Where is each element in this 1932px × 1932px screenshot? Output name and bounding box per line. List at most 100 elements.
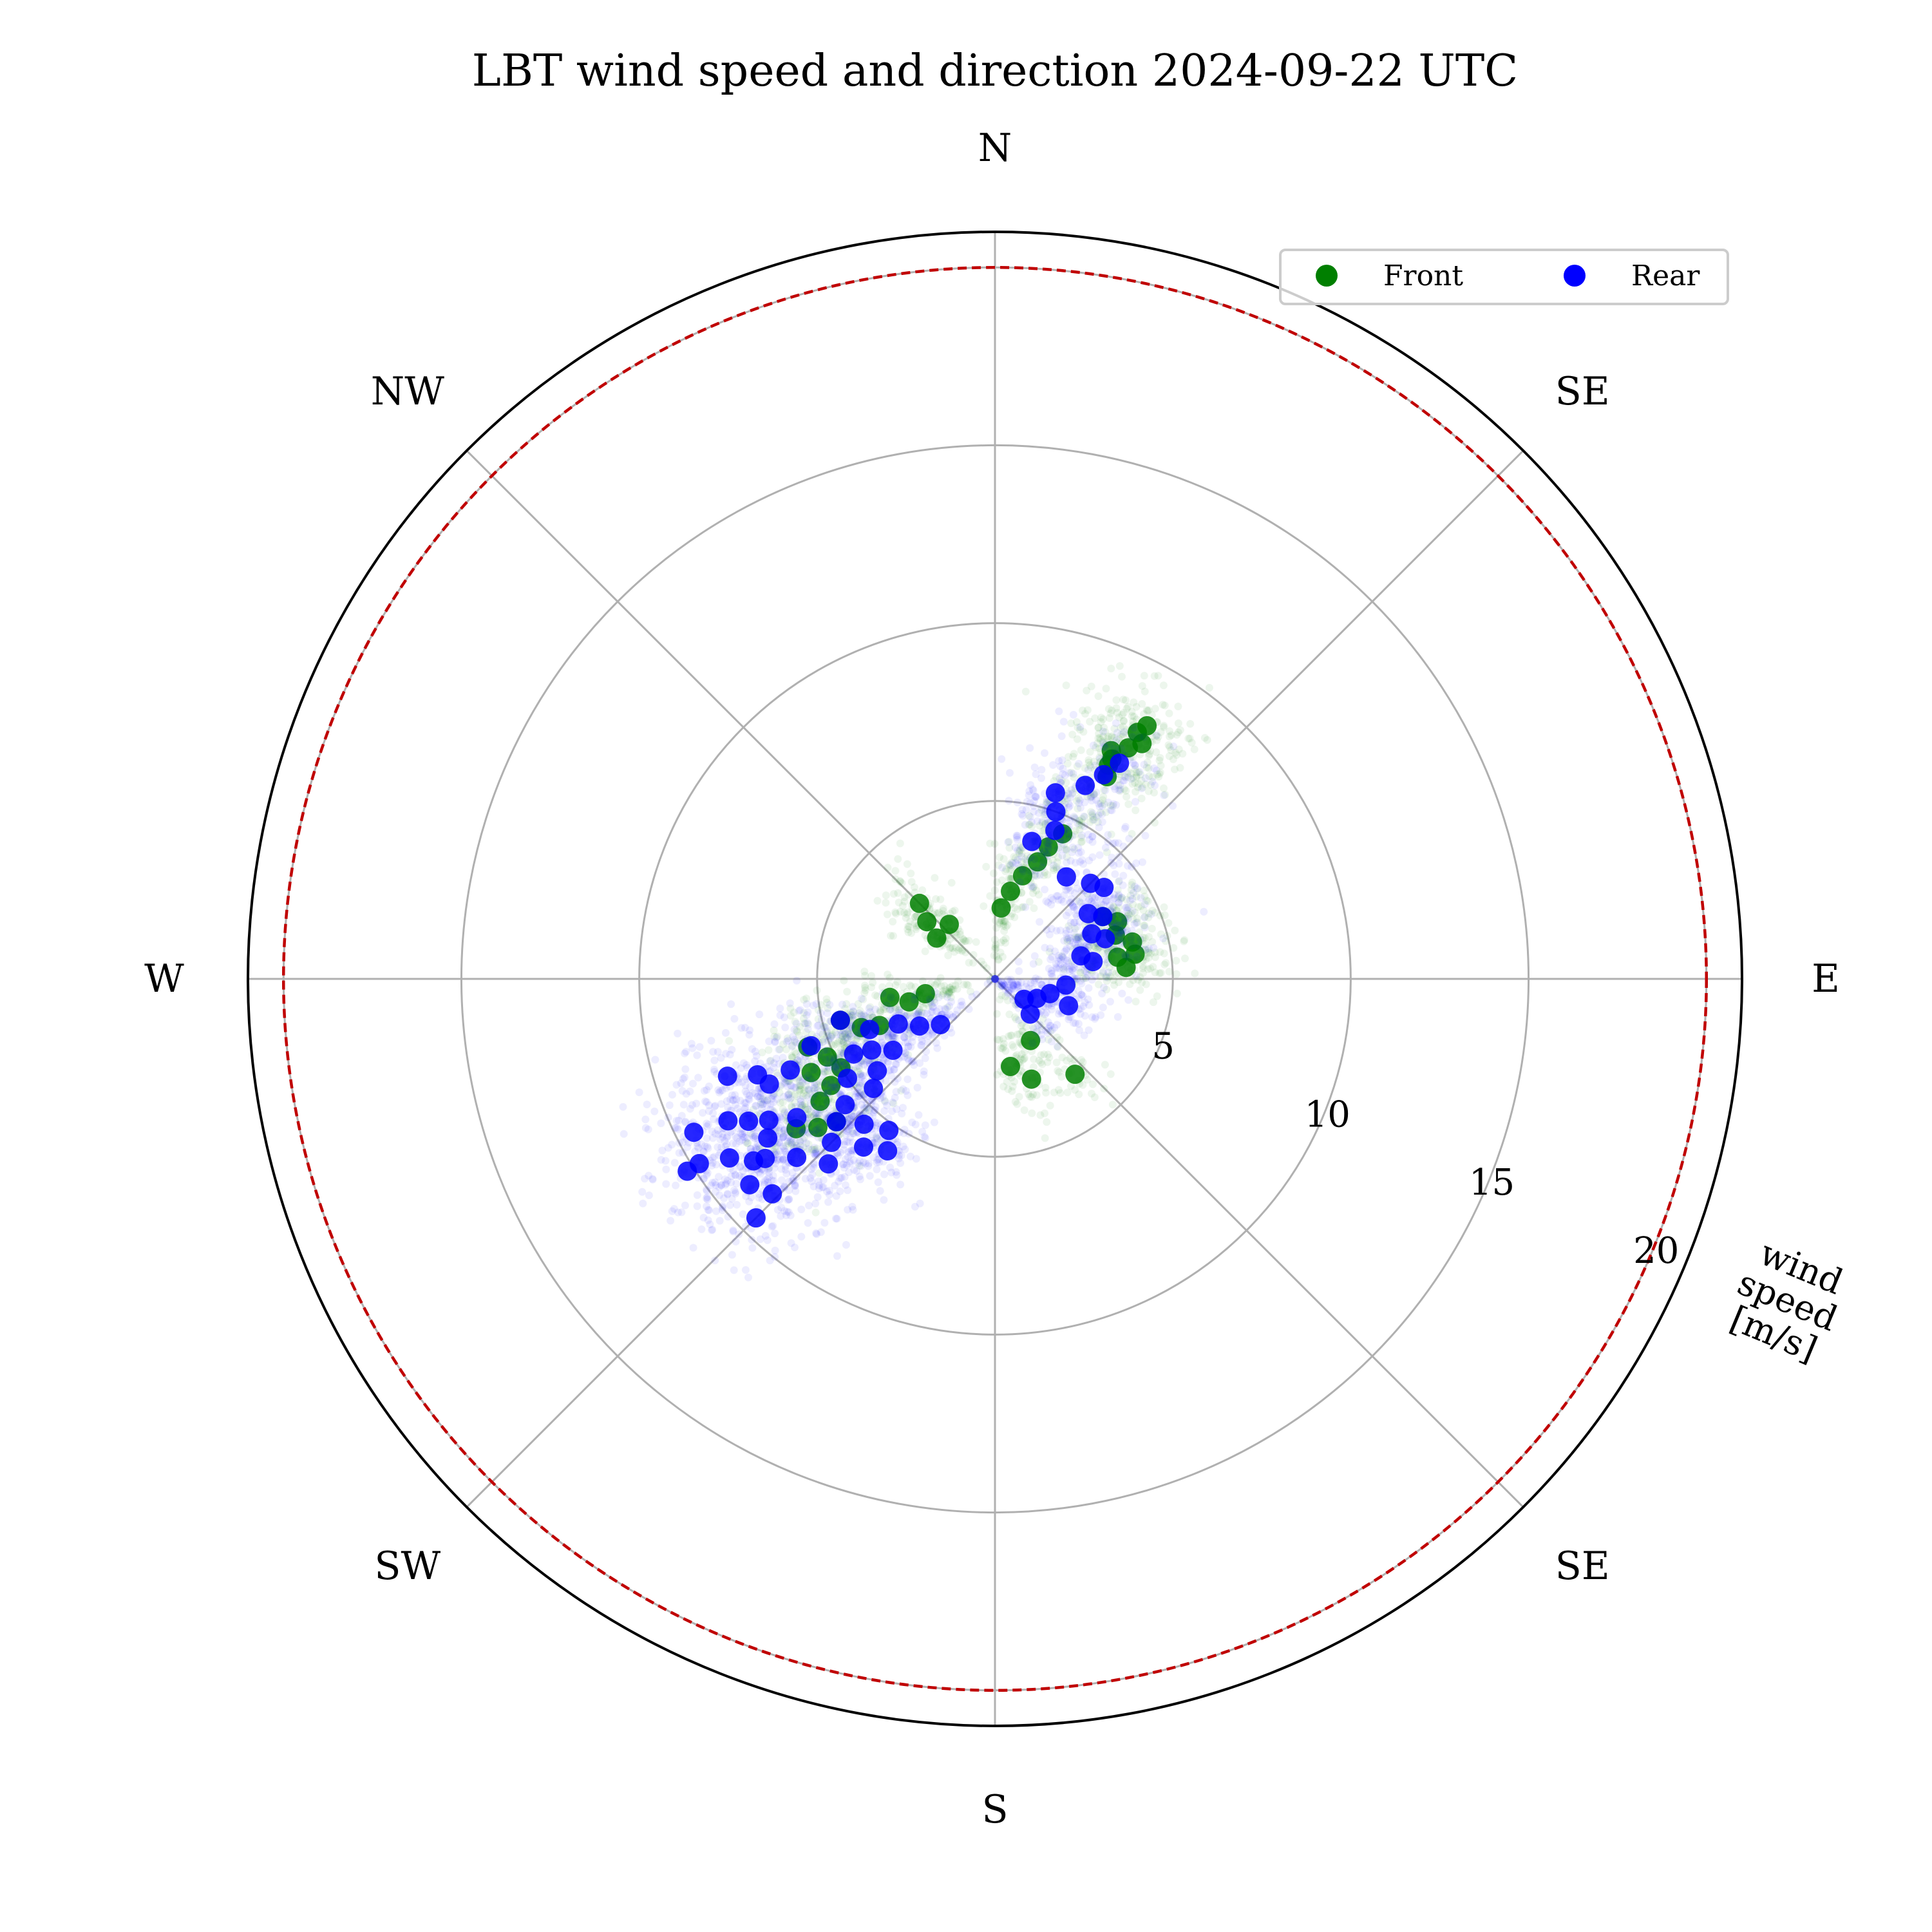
cloud-point: [1051, 998, 1059, 1006]
cloud-point: [1160, 911, 1169, 920]
cloud-point: [1162, 959, 1170, 967]
cloud-point: [1044, 848, 1052, 856]
cloud-point: [936, 974, 945, 982]
cloud-point: [775, 1045, 783, 1054]
cloud-point: [1129, 721, 1137, 729]
cloud-point: [1205, 684, 1213, 692]
cloud-point: [824, 1037, 832, 1045]
cloud-point: [886, 974, 894, 982]
cloud-point: [1167, 746, 1175, 754]
cloud-point: [811, 1199, 820, 1208]
cloud-point: [1045, 840, 1053, 848]
cloud-point: [1079, 1058, 1087, 1066]
cloud-point: [1004, 1085, 1012, 1094]
cloud-point: [1000, 927, 1009, 935]
legend-label-front: Front: [1383, 260, 1463, 292]
cloud-point: [1076, 969, 1084, 977]
cloud-point: [764, 1182, 773, 1190]
cloud-point: [833, 1215, 841, 1223]
cloud-point: [857, 1057, 865, 1066]
cloud-point: [1044, 1018, 1052, 1027]
cloud-point: [793, 976, 801, 985]
cloud-point: [999, 952, 1007, 961]
direction-label-1: SE: [1555, 369, 1610, 414]
cloud-point: [707, 1037, 715, 1045]
cloud-point: [826, 1054, 834, 1063]
cloud-point: [1096, 972, 1104, 980]
cloud-point: [1147, 781, 1155, 789]
series-front: [725, 662, 1213, 1217]
cloud-point: [737, 1151, 745, 1160]
cloud-point: [856, 1157, 864, 1165]
cloud-point: [1121, 824, 1129, 833]
cloud-point: [1094, 692, 1103, 700]
cloud-point: [1083, 706, 1092, 714]
cloud-point: [1007, 858, 1016, 867]
cloud-point: [880, 1196, 888, 1204]
cloud-point: [902, 914, 910, 922]
cloud-point: [1040, 871, 1048, 880]
cloud-point: [889, 918, 897, 926]
cloud-point: [741, 1266, 750, 1274]
cloud-point: [972, 938, 980, 946]
cloud-point: [1040, 1050, 1048, 1059]
cloud-point: [1069, 753, 1077, 761]
cloud-point: [1148, 938, 1157, 946]
cloud-point: [1073, 933, 1081, 942]
cloud-point: [1099, 1003, 1107, 1012]
cloud-point: [1032, 1027, 1041, 1036]
cloud-point: [1015, 848, 1023, 856]
cloud-point: [1041, 868, 1048, 876]
cloud-point: [619, 1103, 627, 1111]
cloud-point: [1043, 1058, 1052, 1066]
cloud-point: [1030, 855, 1038, 863]
cloud-point: [1097, 1011, 1105, 1019]
cloud-point: [880, 1107, 889, 1115]
cloud-point: [1110, 976, 1118, 984]
cloud-point: [1174, 719, 1182, 728]
cloud-point: [812, 1059, 820, 1068]
cloud-point: [1111, 749, 1119, 757]
direction-label-7: NW: [371, 369, 445, 414]
cloud-point: [1099, 727, 1107, 735]
cloud-point: [781, 1207, 789, 1215]
cloud-point: [1005, 844, 1014, 852]
cloud-point: [1153, 731, 1160, 739]
cloud-point: [758, 1195, 766, 1203]
cloud-point: [1008, 866, 1016, 874]
cloud-point: [1101, 1061, 1109, 1069]
cloud-point: [1098, 989, 1106, 998]
cloud-point: [864, 1056, 873, 1064]
cloud-point: [1126, 936, 1134, 945]
chart-title: LBT wind speed and direction 2024-09-22 …: [472, 46, 1518, 97]
cloud-point: [1122, 786, 1130, 795]
cloud-point: [1056, 926, 1065, 934]
cloud-point: [892, 909, 900, 918]
cloud-point: [1117, 940, 1125, 948]
cloud-point: [641, 1115, 650, 1124]
cloud-point: [1087, 808, 1095, 816]
cloud-point: [1035, 891, 1043, 899]
cloud-point: [1129, 759, 1137, 768]
cloud-point: [1086, 748, 1094, 756]
cloud-point: [1097, 714, 1105, 722]
cloud-point: [1176, 764, 1184, 772]
cloud-point: [1160, 784, 1168, 792]
cloud-point: [1130, 920, 1139, 928]
cloud-point: [1070, 1056, 1078, 1064]
cloud-point: [992, 916, 999, 925]
cloud-point: [725, 1037, 734, 1045]
cloud-point: [991, 943, 999, 951]
cloud-point: [781, 1023, 790, 1032]
cloud-point: [662, 1180, 670, 1188]
cloud-point: [1151, 909, 1159, 917]
cloud-point: [993, 1010, 1001, 1018]
cloud-point: [1079, 974, 1087, 983]
cloud-point: [651, 1056, 659, 1064]
cloud-point: [835, 1177, 843, 1186]
cloud-point: [1144, 949, 1153, 957]
cloud-point: [858, 1072, 866, 1080]
cloud-point: [1070, 813, 1079, 822]
cloud-point: [1174, 703, 1182, 710]
